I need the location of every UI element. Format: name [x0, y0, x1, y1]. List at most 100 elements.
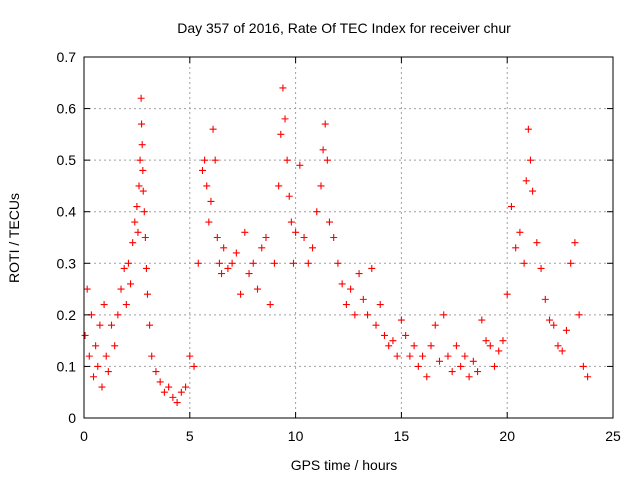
- data-point: [304, 259, 312, 267]
- data-point: [444, 352, 452, 360]
- data-point: [81, 331, 89, 339]
- data-point: [380, 331, 388, 339]
- data-point: [338, 280, 346, 288]
- data-point: [402, 331, 410, 339]
- data-point: [368, 264, 376, 272]
- data-point: [516, 228, 524, 236]
- data-point: [266, 301, 274, 309]
- data-point: [134, 228, 142, 236]
- data-point: [503, 290, 511, 298]
- data-point: [122, 301, 130, 309]
- y-tick-label: 0.7: [57, 49, 77, 65]
- data-point: [129, 239, 137, 247]
- data-point: [102, 352, 110, 360]
- data-point: [220, 244, 228, 252]
- data-point: [139, 187, 147, 195]
- data-point: [94, 362, 102, 370]
- data-point: [372, 321, 380, 329]
- data-point: [486, 342, 494, 350]
- data-point: [524, 125, 532, 133]
- data-point: [512, 244, 520, 252]
- data-point: [114, 311, 122, 319]
- data-point: [406, 352, 414, 360]
- data-point: [127, 280, 135, 288]
- x-tick-label: 15: [394, 428, 410, 444]
- data-point: [296, 161, 304, 169]
- data-point: [211, 156, 219, 164]
- data-point: [182, 383, 190, 391]
- data-point: [347, 285, 355, 293]
- data-points: [81, 84, 592, 407]
- x-axis-label: GPS time / hours: [291, 457, 398, 473]
- data-point: [203, 182, 211, 190]
- data-point: [258, 244, 266, 252]
- data-point: [136, 156, 144, 164]
- data-point: [334, 259, 342, 267]
- data-point: [249, 259, 257, 267]
- x-tick-label: 20: [499, 428, 515, 444]
- data-point: [262, 234, 270, 241]
- data-point: [359, 295, 367, 303]
- data-point: [285, 192, 293, 200]
- data-point: [465, 373, 473, 381]
- data-point: [319, 146, 327, 154]
- data-point: [205, 218, 213, 226]
- data-point: [137, 94, 145, 102]
- data-point: [533, 239, 541, 247]
- data-point: [92, 342, 100, 350]
- data-point: [292, 228, 300, 236]
- data-point: [186, 352, 194, 360]
- data-point: [469, 357, 477, 365]
- data-point: [224, 264, 232, 272]
- data-point: [567, 259, 575, 267]
- data-point: [194, 259, 202, 267]
- data-point: [215, 259, 223, 267]
- data-point: [499, 337, 507, 345]
- data-point: [584, 373, 592, 381]
- data-point: [138, 141, 146, 149]
- data-point: [156, 378, 164, 386]
- data-point: [281, 115, 289, 123]
- data-point: [461, 352, 469, 360]
- data-point: [448, 368, 456, 376]
- data-point: [213, 234, 221, 241]
- data-point: [427, 342, 435, 350]
- data-point: [207, 197, 215, 205]
- data-point: [165, 383, 173, 391]
- data-point: [321, 120, 329, 128]
- data-point: [287, 218, 295, 226]
- data-point: [562, 326, 570, 334]
- data-point: [397, 316, 405, 324]
- data-point: [90, 373, 98, 381]
- data-point: [279, 84, 287, 92]
- data-point: [218, 270, 226, 278]
- axis-ticks: 0 5 10 15 20 25 0 0.1 0.2 0.3 0.4 0.5 0.6 0.7: [57, 49, 621, 444]
- data-point: [201, 156, 209, 164]
- data-point: [120, 264, 128, 272]
- data-point: [160, 388, 168, 396]
- x-tick-label: 25: [605, 428, 621, 444]
- data-point: [300, 234, 308, 241]
- data-point: [423, 373, 431, 381]
- data-point: [237, 290, 245, 298]
- data-point: [435, 357, 443, 365]
- data-point: [482, 337, 490, 345]
- data-point: [270, 259, 278, 267]
- data-point: [393, 352, 401, 360]
- data-point: [283, 156, 291, 164]
- data-point: [522, 177, 530, 185]
- data-point: [579, 362, 587, 370]
- data-point: [277, 130, 285, 138]
- data-point: [342, 301, 350, 309]
- data-point: [410, 342, 418, 350]
- data-point: [414, 362, 422, 370]
- data-point: [419, 352, 427, 360]
- data-point: [452, 342, 460, 350]
- data-point: [85, 352, 93, 360]
- data-point: [98, 383, 106, 391]
- data-point: [148, 352, 156, 360]
- data-point: [245, 270, 253, 278]
- data-point: [209, 125, 217, 133]
- data-point: [124, 259, 132, 267]
